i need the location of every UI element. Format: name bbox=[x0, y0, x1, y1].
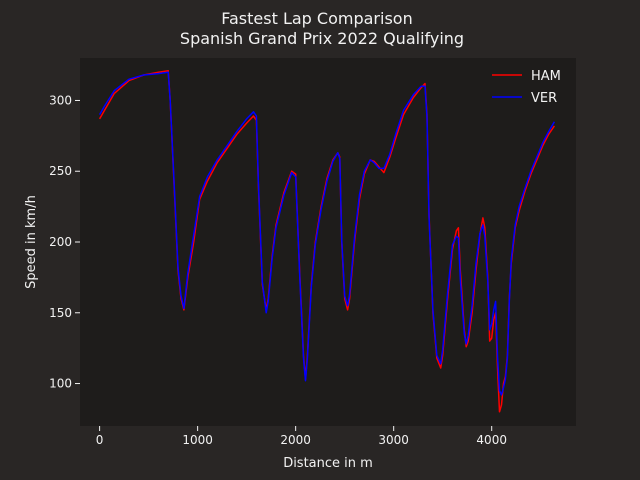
x-tick-label: 2000 bbox=[280, 433, 311, 447]
chart-title: Fastest Lap Comparison bbox=[221, 9, 412, 28]
axes-layer: 0 1000 2000 3000 4000 100 150 200 250 300 bbox=[49, 93, 507, 447]
y-tick-label: 150 bbox=[49, 306, 72, 320]
y-tick-label: 200 bbox=[49, 235, 72, 249]
x-tick-label: 4000 bbox=[476, 433, 507, 447]
y-tick-label: 300 bbox=[49, 93, 72, 107]
x-axis-label: Distance in m bbox=[283, 456, 373, 471]
legend: HAM VER bbox=[492, 69, 561, 106]
chart-subtitle: Spanish Grand Prix 2022 Qualifying bbox=[180, 29, 464, 48]
plot-area bbox=[80, 58, 576, 426]
legend-label-ham: HAM bbox=[531, 69, 561, 84]
legend-label-ver: VER bbox=[531, 91, 557, 106]
y-tick-label: 250 bbox=[49, 164, 72, 178]
x-tick-label: 1000 bbox=[182, 433, 213, 447]
x-tick-label: 3000 bbox=[378, 433, 409, 447]
y-tick-label: 100 bbox=[49, 377, 72, 391]
y-axis-label: Speed in km/h bbox=[24, 195, 39, 289]
series-layer bbox=[98, 69, 556, 413]
series-line-ver bbox=[98, 71, 556, 396]
x-tick-label: 0 bbox=[96, 433, 104, 447]
